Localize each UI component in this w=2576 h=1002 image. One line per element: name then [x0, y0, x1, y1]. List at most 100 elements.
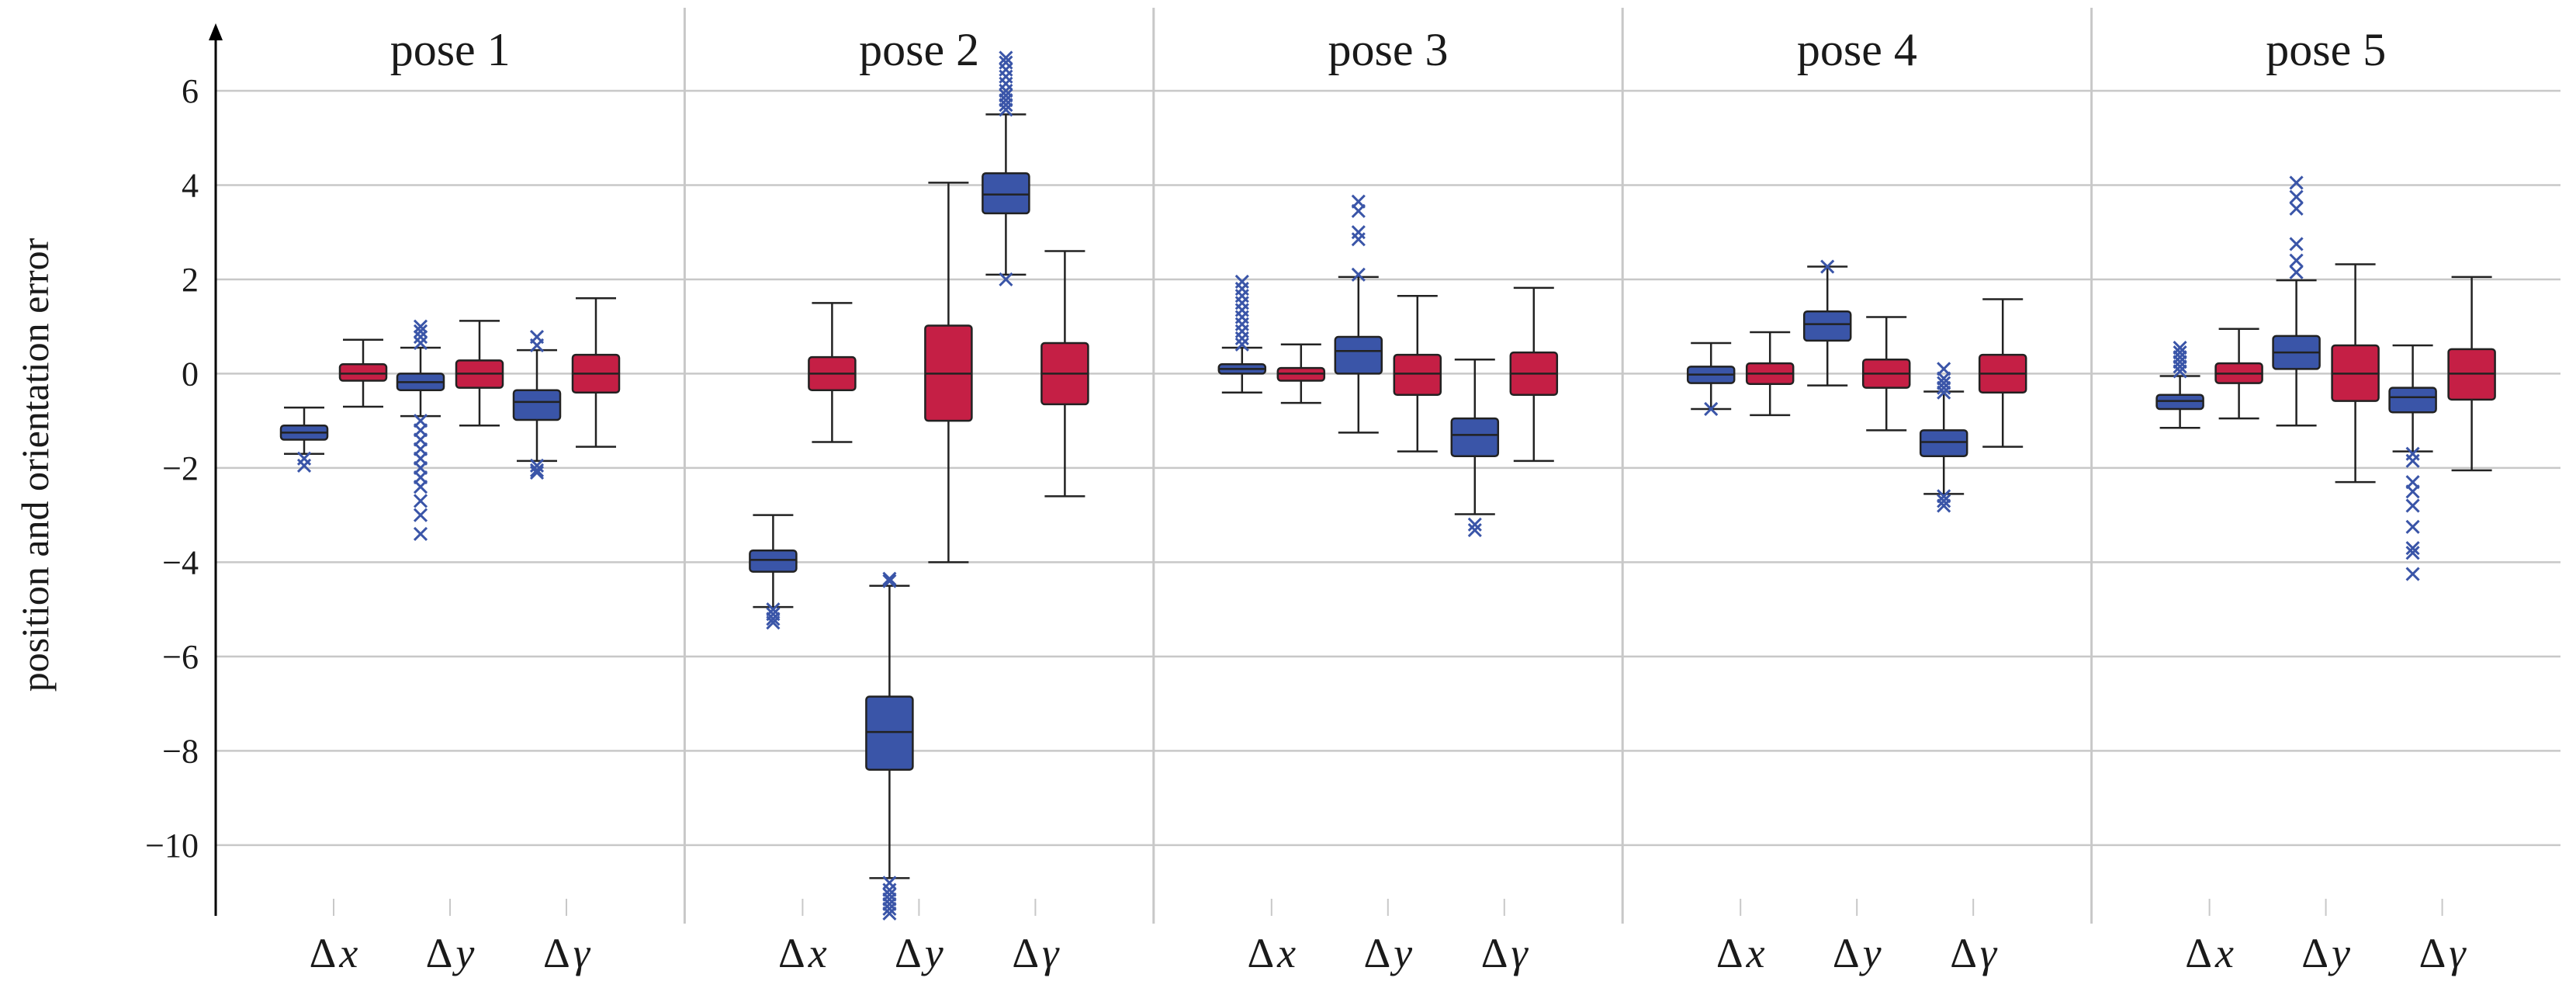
box-red-1	[2214, 328, 2263, 420]
box-body	[1393, 353, 1442, 397]
y-tick-label: 0	[182, 355, 199, 393]
flier-stroke	[1351, 225, 1366, 240]
panel-title: pose 2	[859, 24, 979, 75]
flier-marker	[882, 901, 897, 916]
flier-stroke	[413, 319, 428, 334]
flier-marker	[413, 508, 428, 522]
y-tick-label: 4	[182, 166, 199, 204]
box-red-3	[1040, 250, 1089, 498]
box-blue-3	[1450, 358, 1500, 538]
flier-stroke	[413, 526, 428, 542]
box-blue-1	[749, 514, 798, 630]
box-body	[1802, 310, 1852, 342]
flier-stroke	[2289, 189, 2304, 204]
flier-stroke	[413, 324, 428, 338]
box-red-2	[1861, 316, 1911, 432]
flier-stroke	[1937, 362, 1951, 376]
flier-marker	[2405, 519, 2420, 534]
flier-stroke	[882, 901, 897, 916]
flier-marker	[999, 88, 1013, 103]
flier-marker	[529, 329, 545, 345]
flier-stroke	[1351, 194, 1366, 209]
flier-marker	[1351, 267, 1366, 282]
panel-4	[1686, 259, 2027, 513]
box-blue-1	[2155, 340, 2204, 429]
box-blue-3	[1919, 362, 1968, 513]
box-body	[338, 363, 388, 382]
flier-marker	[1937, 362, 1951, 376]
x-category-label: Δγ	[1950, 930, 1998, 976]
flier-stroke	[413, 494, 428, 508]
flier-marker	[413, 329, 428, 345]
box-blue-2	[1334, 194, 1383, 434]
x-category-label: Δγ	[1481, 930, 1529, 976]
box-red-3	[2447, 276, 2496, 472]
flier-stroke	[1937, 494, 1951, 508]
flier-marker	[413, 480, 428, 494]
flier-stroke	[1351, 267, 1366, 282]
box-blue-2	[1802, 259, 1852, 387]
flier-stroke	[2289, 175, 2304, 190]
boxes-layer	[279, 50, 2496, 921]
box-red-2	[924, 182, 973, 563]
x-category-label: Δx	[778, 930, 827, 976]
flier-stroke	[1820, 259, 1835, 274]
flier-marker	[413, 319, 428, 334]
flier-stroke	[296, 458, 312, 473]
flier-marker	[2289, 189, 2304, 204]
flier-stroke	[413, 480, 428, 494]
flier-stroke	[882, 906, 897, 921]
flier-marker	[1937, 385, 1951, 400]
flier-stroke	[999, 88, 1013, 103]
flier-stroke	[1467, 517, 1482, 532]
flier-marker	[1820, 259, 1835, 274]
flier-marker	[2173, 340, 2187, 355]
flier-marker	[1234, 274, 1249, 290]
flier-stroke	[529, 463, 545, 478]
box-body	[865, 695, 914, 771]
x-category-label: Δx	[1716, 930, 1765, 976]
box-body	[512, 389, 562, 421]
flier-stroke	[2289, 237, 2304, 251]
flier-stroke	[2405, 546, 2420, 560]
box-red-1	[338, 338, 388, 408]
y-tick-label: −6	[162, 638, 199, 676]
flier-stroke	[2405, 453, 2420, 468]
box-body	[1334, 335, 1383, 375]
flier-marker	[999, 55, 1013, 70]
box-red-2	[1393, 294, 1442, 452]
flier-marker	[529, 465, 545, 480]
flier-stroke	[529, 465, 545, 480]
box-body	[2388, 387, 2437, 414]
box-body	[1450, 417, 1500, 457]
flier-marker	[766, 612, 781, 626]
box-red-1	[1745, 331, 1795, 417]
flier-marker	[2289, 265, 2304, 279]
flier-marker	[882, 906, 897, 921]
y-tick-label: −2	[162, 449, 199, 487]
flier-marker	[766, 615, 781, 630]
flier-stroke	[2289, 253, 2304, 268]
x-category-label: Δy	[2301, 930, 2350, 976]
flier-stroke	[766, 615, 781, 630]
flier-marker	[413, 335, 428, 351]
flier-marker	[413, 494, 428, 508]
box-blue-3	[512, 329, 562, 480]
panel-title: pose 4	[1797, 24, 1917, 75]
panel-1	[279, 296, 621, 542]
panel-title: pose 1	[390, 24, 511, 75]
y-tick-label: −4	[162, 543, 199, 581]
panel-2	[749, 50, 1089, 921]
flier-stroke	[999, 50, 1013, 65]
flier-marker	[999, 50, 1013, 65]
x-category-label: Δx	[1247, 930, 1296, 976]
flier-marker	[1467, 517, 1482, 532]
flier-marker	[2405, 484, 2420, 499]
flier-marker	[296, 458, 312, 473]
grid-layer	[216, 8, 2560, 924]
box-blue-2	[396, 319, 445, 542]
box-red-2	[2331, 263, 2380, 484]
flier-marker	[413, 324, 428, 338]
flier-stroke	[2405, 498, 2420, 513]
flier-stroke	[2289, 265, 2304, 279]
